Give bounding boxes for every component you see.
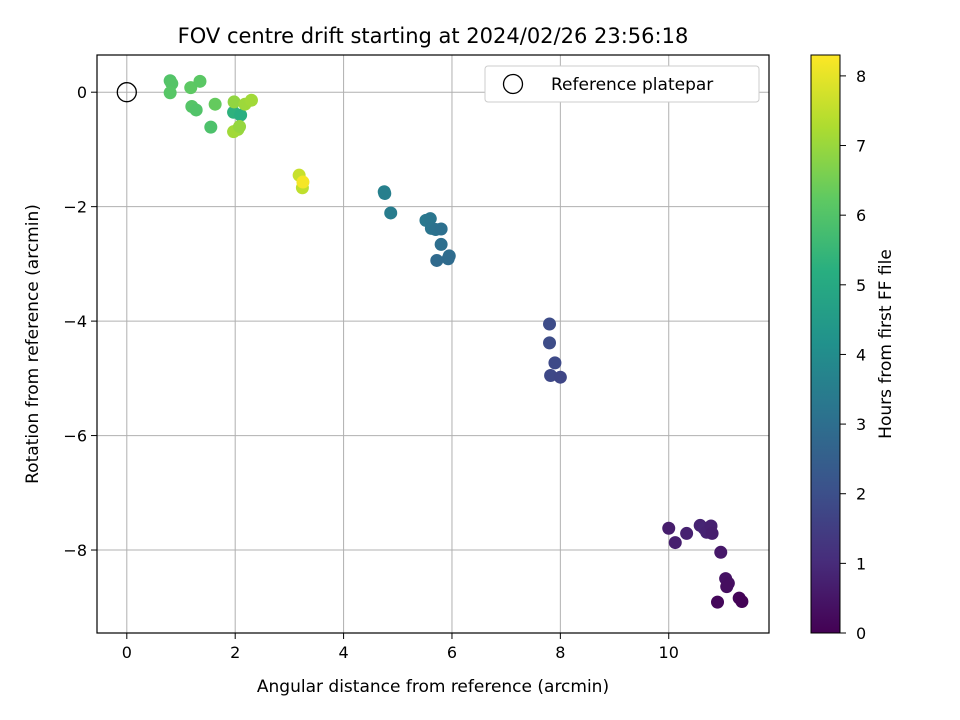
data-point	[544, 368, 558, 382]
data-point	[430, 253, 444, 267]
data-point	[204, 120, 218, 134]
data-point	[208, 97, 222, 111]
colorbar-tick-label: 4	[856, 345, 866, 364]
data-point	[543, 336, 557, 350]
data-point	[423, 212, 437, 226]
legend-box	[484, 65, 760, 103]
x-tick-label: 10	[659, 643, 679, 662]
data-point	[296, 175, 310, 189]
data-point	[384, 206, 398, 220]
y-tick-label: −6	[63, 427, 87, 446]
y-tick-label: 0	[77, 83, 87, 102]
reference-marker	[116, 82, 137, 103]
data-point	[668, 536, 682, 550]
data-point	[233, 120, 247, 134]
colorbar-tick-label: 5	[856, 276, 866, 295]
x-tick-label: 8	[555, 643, 565, 662]
colorbar-label: Hours from first FF file	[876, 249, 896, 439]
data-point	[720, 580, 734, 594]
plot-frame	[96, 54, 770, 634]
data-point	[244, 93, 258, 107]
data-point	[184, 81, 198, 95]
data-point	[234, 108, 248, 122]
colorbar-tick-label: 2	[856, 485, 866, 504]
data-point	[735, 595, 749, 609]
legend: Reference platepar	[484, 65, 760, 103]
data-point	[189, 103, 203, 117]
data-point	[378, 186, 392, 200]
data-point	[163, 86, 177, 100]
y-axis-label: Rotation from reference (arcmin)	[23, 204, 43, 484]
x-axis-label: Angular distance from reference (arcmin)	[257, 677, 609, 697]
y-tick-label: −4	[63, 312, 87, 331]
data-point	[662, 521, 676, 535]
x-axis-ticks: 0 2 4 6 8 10	[122, 633, 679, 662]
data-point	[441, 252, 455, 266]
colorbar-tick-label: 3	[856, 415, 866, 434]
colorbar-ticks: 0 1 2 3 4 5 6 7 8	[840, 67, 866, 643]
colorbar-tick-label: 1	[856, 554, 866, 573]
data-point	[714, 545, 728, 559]
data-point	[548, 356, 562, 370]
colorbar-tick-label: 0	[856, 624, 866, 643]
x-tick-label: 2	[230, 643, 240, 662]
data-point	[434, 222, 448, 236]
data-point	[434, 237, 448, 251]
x-tick-label: 0	[122, 643, 132, 662]
x-tick-label: 6	[447, 643, 457, 662]
data-points	[163, 74, 749, 609]
data-point	[193, 74, 207, 88]
legend-label-reference: Reference platepar	[551, 75, 713, 95]
data-point	[711, 595, 725, 609]
reference-point	[116, 82, 137, 103]
data-point	[705, 526, 719, 540]
data-point	[227, 95, 241, 109]
colorbar-tick-label: 8	[856, 67, 866, 86]
chart-title: FOV centre drift starting at 2024/02/26 …	[178, 24, 689, 48]
x-tick-label: 4	[338, 643, 348, 662]
data-point	[680, 526, 694, 540]
y-tick-label: −2	[63, 198, 87, 217]
colorbar	[810, 54, 841, 634]
colorbar-tick-label: 7	[856, 137, 866, 156]
legend-marker-reference	[502, 73, 524, 95]
data-point	[543, 317, 557, 331]
grid-lines	[97, 55, 769, 633]
data-point	[553, 370, 567, 384]
colorbar-tick-label: 6	[856, 206, 866, 225]
y-axis-ticks: 0 −2 −4 −6 −8	[63, 83, 97, 560]
y-tick-label: −8	[63, 541, 87, 560]
